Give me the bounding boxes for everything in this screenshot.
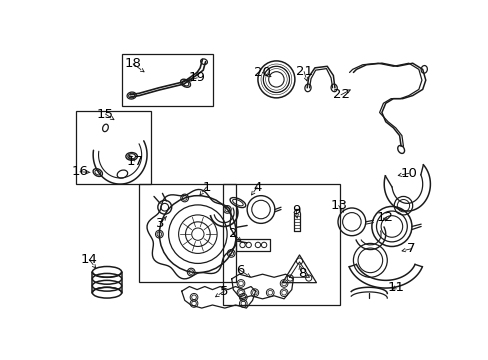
Bar bbox=[139, 184, 235, 282]
Text: 18: 18 bbox=[124, 58, 142, 71]
Text: 1: 1 bbox=[202, 181, 210, 194]
Text: 15: 15 bbox=[97, 108, 114, 121]
Bar bbox=[222, 184, 339, 305]
Text: 22: 22 bbox=[332, 88, 349, 101]
Text: 13: 13 bbox=[329, 199, 346, 212]
Text: 9: 9 bbox=[292, 204, 300, 217]
Text: 17: 17 bbox=[126, 154, 143, 167]
Text: 4: 4 bbox=[252, 181, 261, 194]
Text: 10: 10 bbox=[400, 167, 416, 180]
Text: 6: 6 bbox=[236, 264, 244, 277]
Text: 19: 19 bbox=[188, 71, 205, 84]
Bar bbox=[76, 111, 151, 184]
Text: 3: 3 bbox=[156, 217, 164, 230]
Text: 2: 2 bbox=[228, 227, 237, 240]
Text: 8: 8 bbox=[297, 267, 305, 280]
Text: 16: 16 bbox=[71, 165, 88, 178]
Bar bbox=[122, 54, 213, 106]
Text: 20: 20 bbox=[254, 66, 270, 79]
Text: 14: 14 bbox=[81, 253, 98, 266]
Text: 11: 11 bbox=[386, 281, 404, 294]
Text: 12: 12 bbox=[376, 211, 393, 225]
Text: 7: 7 bbox=[406, 242, 415, 255]
Text: 21: 21 bbox=[295, 65, 312, 78]
Text: 5: 5 bbox=[219, 285, 228, 298]
